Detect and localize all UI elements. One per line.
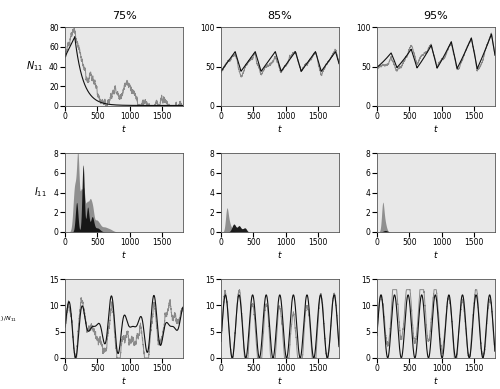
X-axis label: $t$: $t$ [277,249,283,259]
X-axis label: $t$: $t$ [121,249,127,259]
X-axis label: $t$: $t$ [121,123,127,133]
Title: 75%: 75% [112,11,136,21]
X-axis label: $t$: $t$ [433,123,439,133]
Title: 85%: 85% [268,11,292,21]
Y-axis label: $N_{11}$: $N_{11}$ [26,60,44,74]
X-axis label: $t$: $t$ [121,375,127,385]
Title: 95%: 95% [424,11,448,21]
X-axis label: $t$: $t$ [433,249,439,259]
X-axis label: $t$: $t$ [277,375,283,385]
X-axis label: $t$: $t$ [433,375,439,385]
X-axis label: $t$: $t$ [277,123,283,133]
Y-axis label: $I_{11}$: $I_{11}$ [34,186,46,200]
Y-axis label: $(N_{11}^h + N_{11}^f)/N_{11}$: $(N_{11}^h + N_{11}^f)/N_{11}$ [0,313,17,324]
